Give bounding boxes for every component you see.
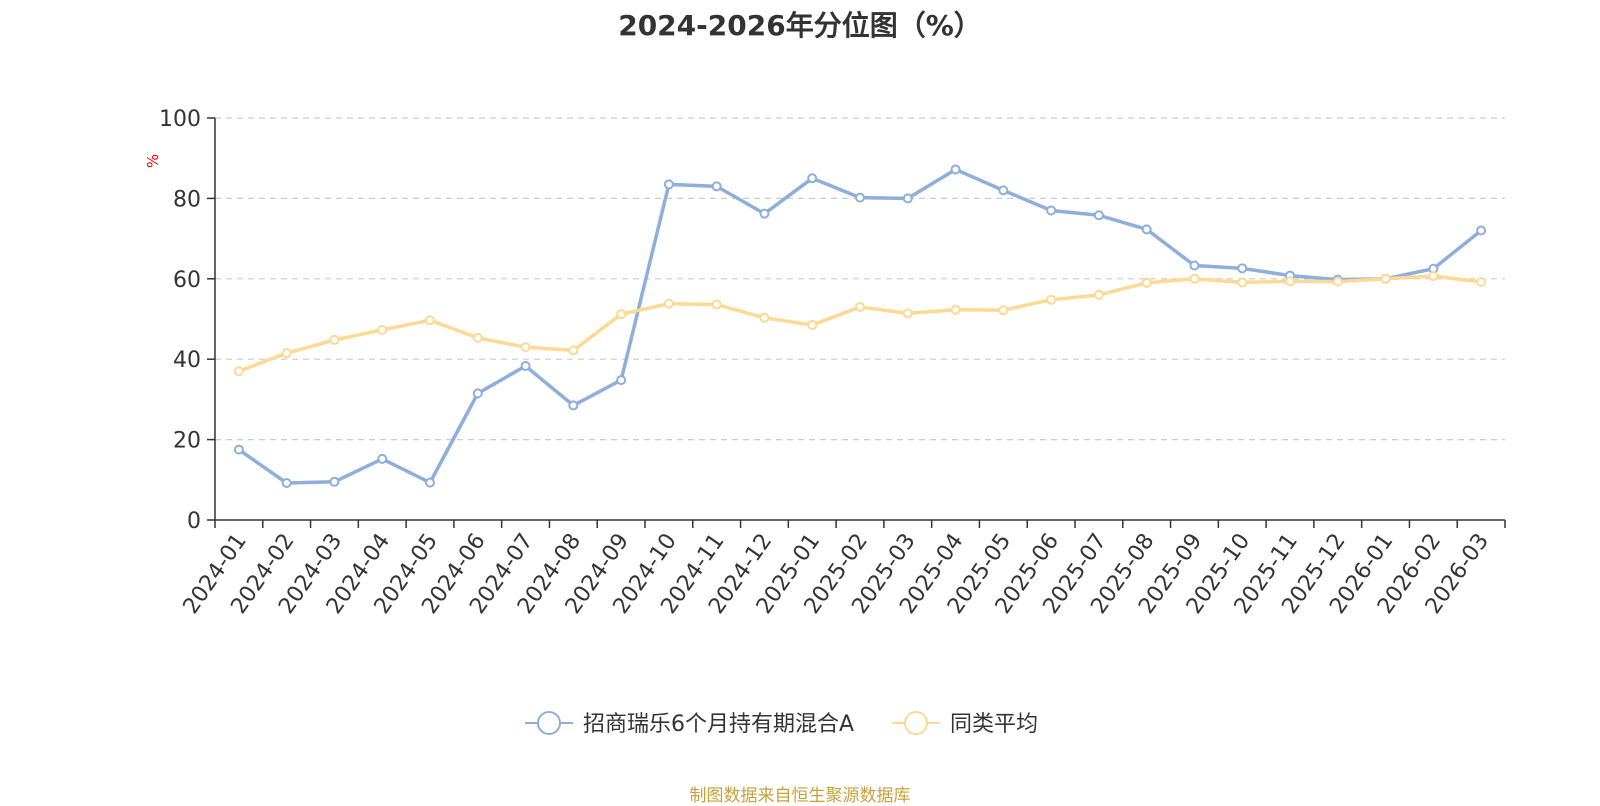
data-point-series-2 xyxy=(663,298,674,309)
data-point-series-2 xyxy=(1093,289,1104,300)
data-point-series-2 xyxy=(1046,294,1057,305)
y-tick-label: 100 xyxy=(159,107,201,132)
data-point-series-1 xyxy=(855,192,865,203)
data-point-series-1 xyxy=(950,164,961,175)
data-point-series-2 xyxy=(281,348,292,359)
data-point-series-1 xyxy=(281,478,292,489)
data-point-series-1 xyxy=(663,179,674,190)
data-point-series-2 xyxy=(807,320,818,331)
data-point-series-1 xyxy=(377,453,388,464)
series-line-1 xyxy=(237,167,1483,485)
legend-item: 招商瑞乐6个月持有期混合A xyxy=(525,711,854,737)
data-point-series-1 xyxy=(520,361,531,372)
y-tick-label: 80 xyxy=(173,187,201,212)
data-point-series-2 xyxy=(1332,276,1343,287)
data-point-series-1 xyxy=(472,388,483,399)
data-point-series-1 xyxy=(425,477,435,488)
data-point-series-1 xyxy=(807,173,818,184)
series xyxy=(233,164,1487,489)
data-point-series-1 xyxy=(1476,225,1487,236)
data-point-series-2 xyxy=(950,304,961,315)
y-tick-label: 0 xyxy=(187,509,201,534)
data-point-series-2 xyxy=(233,366,244,377)
legend-swatch-marker xyxy=(904,711,928,735)
data-point-series-2 xyxy=(1237,277,1248,288)
data-point-series-1 xyxy=(998,185,1009,196)
legend: 招商瑞乐6个月持有期混合A 同类平均 xyxy=(525,711,1038,737)
data-point-series-1 xyxy=(1046,205,1057,216)
data-point-series-2 xyxy=(759,312,770,323)
data-point-series-2 xyxy=(1141,277,1152,288)
data-point-series-1 xyxy=(711,181,722,192)
legend-item: 同类平均 xyxy=(892,711,1038,737)
data-point-series-1 xyxy=(616,375,627,386)
data-point-series-1 xyxy=(568,400,579,411)
series-line-2 xyxy=(238,274,1482,373)
data-point-series-2 xyxy=(1285,276,1295,287)
data-point-series-2 xyxy=(902,308,913,319)
data-point-series-1 xyxy=(1093,210,1104,221)
data-point-series-2 xyxy=(1380,273,1391,284)
data-point-series-2 xyxy=(377,324,388,335)
data-point-series-2 xyxy=(520,342,531,353)
data-point-series-1 xyxy=(233,444,244,455)
data-point-series-2 xyxy=(329,334,340,345)
data-point-series-2 xyxy=(1428,270,1439,281)
source-note: 制图数据来自恒生聚源数据库 xyxy=(689,786,911,806)
data-point-series-2 xyxy=(472,332,483,343)
data-point-series-1 xyxy=(329,476,340,487)
data-point-series-2 xyxy=(855,301,865,312)
data-point-series-2 xyxy=(711,299,722,310)
data-point-series-2 xyxy=(616,309,627,320)
y-axis-label: % xyxy=(144,154,162,168)
legend-swatch-marker xyxy=(537,711,561,735)
data-point-series-1 xyxy=(1189,260,1200,271)
data-point-series-2 xyxy=(568,345,579,356)
gridlines xyxy=(215,117,1505,441)
data-point-series-2 xyxy=(998,305,1009,316)
legend-label: 同类平均 xyxy=(950,712,1038,737)
data-point-series-1 xyxy=(1141,224,1152,235)
chart-title: 2024-2026年分位图（%） xyxy=(618,9,982,42)
data-point-series-2 xyxy=(1189,273,1200,284)
axes: 0204060801002024-012024-022024-032024-04… xyxy=(159,107,1506,619)
data-point-series-2 xyxy=(425,315,435,326)
data-point-series-2 xyxy=(1476,277,1487,288)
legend-label: 招商瑞乐6个月持有期混合A xyxy=(583,712,854,737)
data-point-series-1 xyxy=(759,208,770,219)
y-tick-label: 40 xyxy=(173,348,201,373)
y-tick-label: 60 xyxy=(173,268,201,293)
y-tick-label: 20 xyxy=(173,429,201,454)
data-point-series-1 xyxy=(1237,263,1248,274)
data-point-series-1 xyxy=(902,193,913,204)
